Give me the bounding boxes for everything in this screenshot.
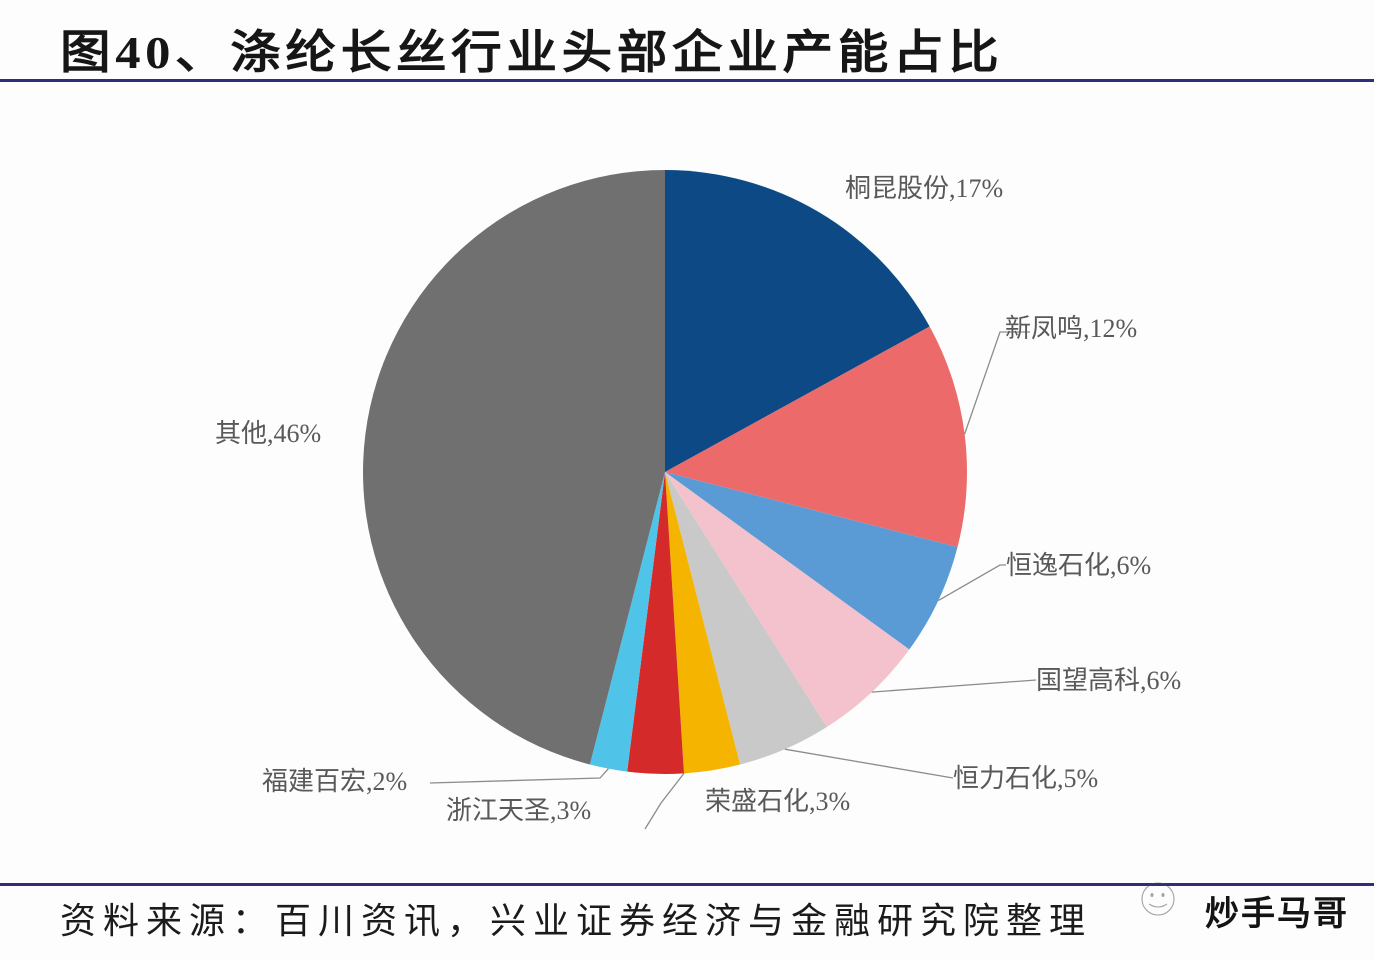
svg-text:荣盛石化,3%: 荣盛石化,3% [705,787,850,816]
svg-text:其他,46%: 其他,46% [215,419,321,448]
svg-text:福建百宏,2%: 福建百宏,2% [262,767,407,796]
svg-text:新凤鸣,12%: 新凤鸣,12% [1005,314,1137,343]
svg-text:桐昆股份,17%: 桐昆股份,17% [845,174,1003,203]
svg-text:恒逸石化,6%: 恒逸石化,6% [1006,551,1151,580]
svg-text:浙江天圣,3%: 浙江天圣,3% [446,796,591,825]
svg-text:恒力石化,5%: 恒力石化,5% [953,764,1098,793]
svg-text:国望高科,6%: 国望高科,6% [1036,666,1181,695]
